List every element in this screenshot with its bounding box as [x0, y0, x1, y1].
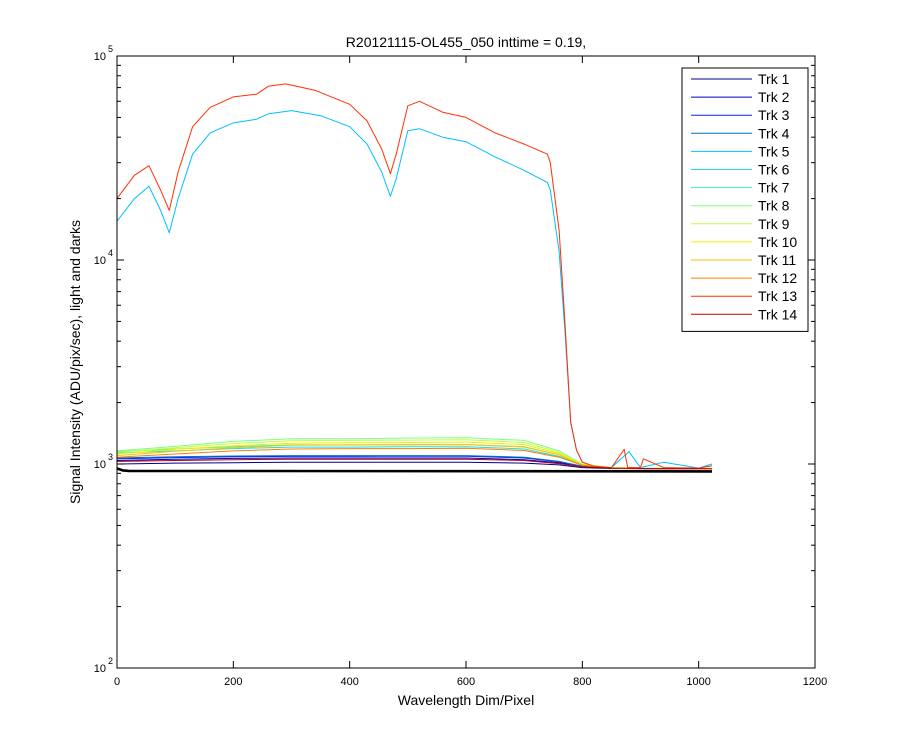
y-tick-label-base: 10: [94, 663, 106, 675]
x-tick-label: 200: [224, 676, 242, 688]
series-line-trk-14: [117, 458, 713, 470]
y-tick-label-base: 10: [94, 459, 106, 471]
y-tick-label-base: 10: [94, 255, 106, 267]
series-layer: [117, 83, 713, 473]
y-tick-label-exponent: 5: [108, 44, 113, 54]
x-tick-label: 1200: [803, 676, 827, 688]
legend-label: Trk 2: [758, 89, 790, 105]
legend-label: Trk 10: [758, 234, 797, 250]
legend-label: Trk 12: [758, 270, 797, 286]
x-tick-label: 600: [457, 676, 475, 688]
x-axis-label: Wavelength Dim/Pixel: [398, 692, 534, 708]
legend-label: Trk 6: [758, 162, 790, 178]
legend-label: Trk 14: [758, 306, 797, 322]
legend-label: Trk 1: [758, 71, 790, 87]
x-tick-label: 800: [573, 676, 591, 688]
legend: Trk 1 Trk 2 Trk 3 Trk 4 Trk 5 Trk 6 Trk 7 Trk 8…: [681, 67, 809, 332]
series-line-trk-13: [117, 83, 713, 469]
x-tick-label: 1000: [686, 676, 710, 688]
legend-label: Trk 8: [758, 198, 790, 214]
legend-box: [681, 67, 809, 332]
legend-label: Trk 5: [758, 143, 790, 159]
legend-label: Trk 7: [758, 180, 790, 196]
x-tick-label: 0: [114, 676, 120, 688]
y-tick-label-exponent: 4: [108, 248, 113, 258]
legend-label: Trk 13: [758, 288, 797, 304]
y-tick-label-base: 10: [94, 51, 106, 63]
y-tick-label-exponent: 2: [108, 656, 113, 666]
legend-label: Trk 11: [758, 252, 796, 268]
chart-title: R20121115-OL455_050 inttime = 0.19,: [346, 34, 586, 50]
legend-label: Trk 9: [758, 216, 790, 232]
x-tick-label: 400: [340, 676, 358, 688]
legend-label: Trk 4: [758, 125, 790, 141]
series-line-dark: [117, 467, 713, 473]
y-axis-label: Signal Intensity (ADU/pix/sec), light an…: [67, 220, 83, 504]
legend-label: Trk 3: [758, 107, 790, 123]
y-tick-label-exponent: 3: [108, 452, 113, 462]
